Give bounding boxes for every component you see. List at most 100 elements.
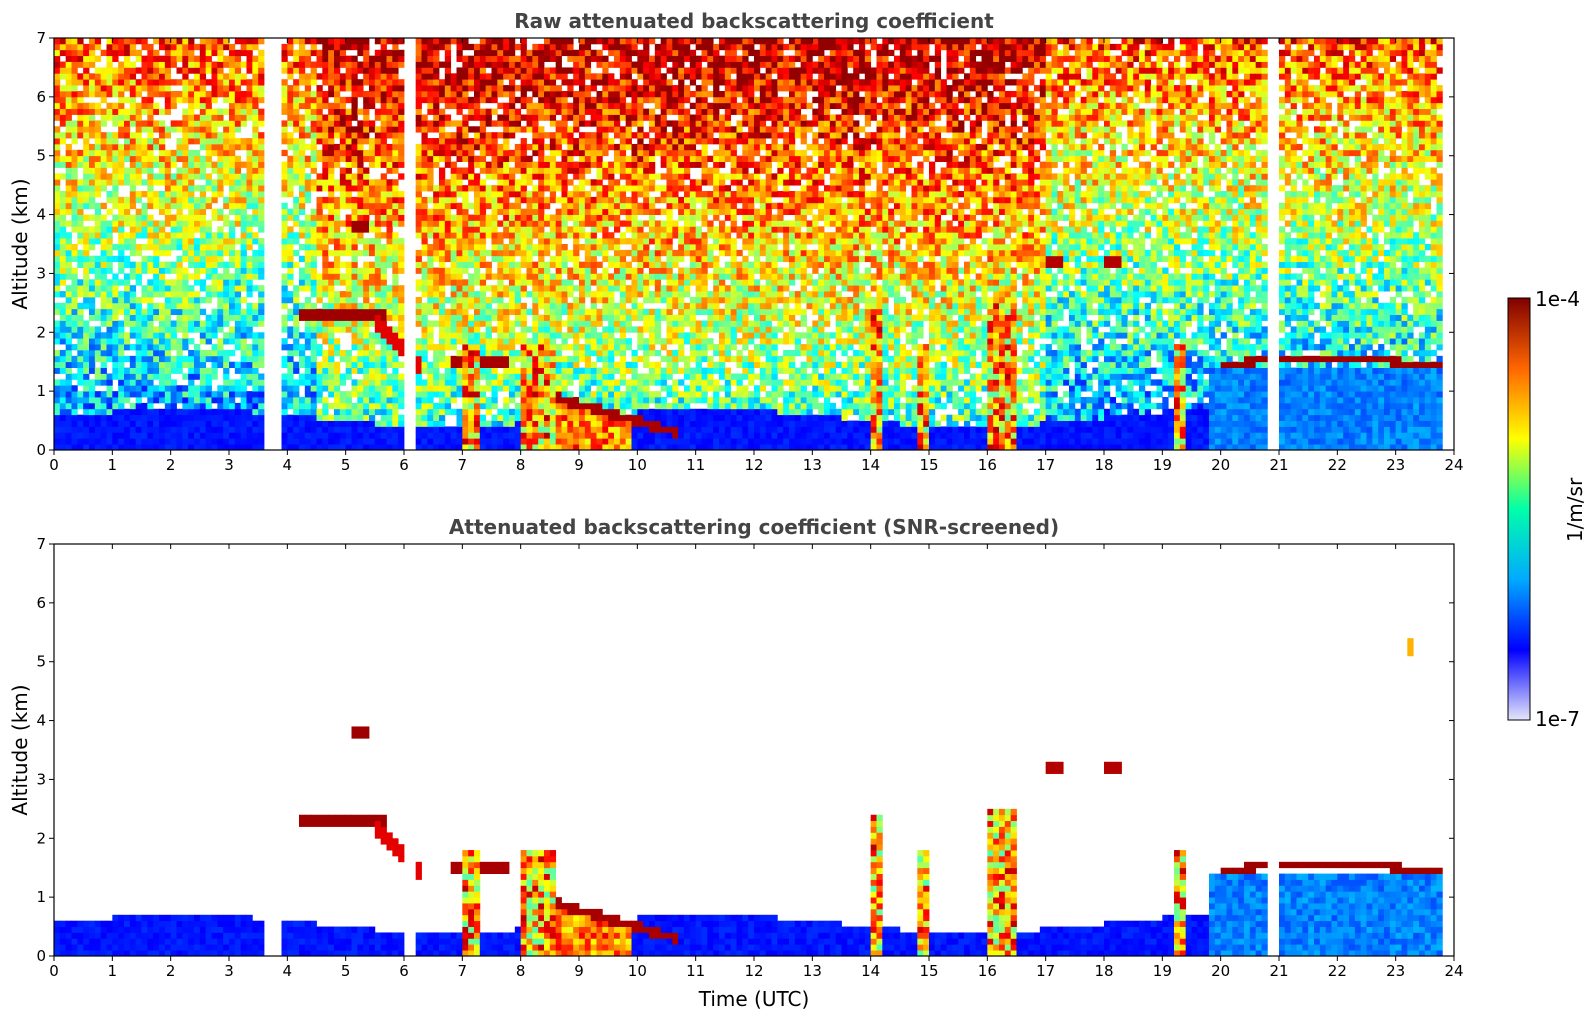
heatmap-cell [345, 73, 352, 80]
heatmap-cell [299, 373, 306, 380]
heatmap-cell [135, 132, 142, 139]
heatmap-cell [287, 114, 294, 121]
heatmap-cell [205, 108, 212, 115]
heatmap-cell [398, 267, 405, 274]
heatmap-cell [153, 414, 160, 421]
heatmap-cell [135, 138, 142, 145]
heatmap-cell [421, 49, 428, 57]
heatmap-cell [380, 302, 387, 310]
heatmap-cell [83, 138, 90, 145]
heatmap-cell [106, 208, 113, 215]
heatmap-cell [194, 355, 201, 363]
heatmap-cell [258, 249, 265, 257]
heatmap-cell [398, 426, 405, 433]
heatmap-cell [415, 167, 422, 174]
heatmap-cell [509, 249, 516, 257]
heatmap-cell [71, 408, 78, 416]
heatmap-cell [520, 444, 527, 450]
heatmap-cell [439, 385, 446, 392]
heatmap-cell [433, 291, 440, 298]
heatmap-cell [240, 173, 247, 180]
heatmap-cell [357, 397, 364, 404]
heatmap-cell [316, 108, 323, 115]
heatmap-cell [124, 414, 131, 421]
heatmap-cell [59, 426, 67, 433]
heatmap-cell [234, 302, 242, 310]
heatmap-cell [392, 361, 399, 368]
heatmap-cell [479, 420, 487, 427]
heatmap-cell [188, 96, 195, 104]
heatmap-cell [164, 208, 172, 215]
heatmap-cell [182, 432, 189, 439]
heatmap-cell [83, 332, 90, 339]
heatmap-cell [328, 296, 335, 304]
heatmap-cell [100, 373, 107, 380]
heatmap-cell [89, 432, 96, 439]
heatmap-cell [83, 279, 90, 286]
heatmap-cell [89, 279, 96, 286]
heatmap-cell [258, 267, 265, 274]
heatmap-cell [293, 361, 300, 368]
heatmap-cell [514, 291, 522, 298]
heatmap-cell [83, 108, 90, 115]
heatmap-cell [339, 314, 347, 321]
heatmap-cell [380, 326, 387, 333]
heatmap-cell [328, 344, 335, 351]
heatmap-cell [164, 185, 172, 192]
heatmap-cell [427, 120, 434, 127]
heatmap-cell [421, 90, 428, 98]
heatmap-cell [229, 132, 236, 139]
heatmap-cell [491, 202, 498, 210]
heatmap-cell [444, 114, 452, 121]
heatmap-cell [135, 249, 142, 257]
heatmap-cell [287, 49, 294, 57]
heatmap-cell [246, 143, 253, 151]
heatmap-cell [299, 444, 306, 450]
heatmap-cell [71, 138, 78, 145]
heatmap-cell [363, 238, 370, 245]
heatmap-cell [526, 67, 533, 74]
heatmap-cell [159, 367, 166, 374]
heatmap-cell [100, 73, 107, 80]
heatmap-cell [520, 432, 527, 439]
heatmap-cell [287, 261, 294, 268]
heatmap-cell [363, 338, 370, 345]
heatmap-cell [474, 161, 481, 168]
heatmap-cell [316, 414, 323, 421]
heatmap-cell [514, 261, 522, 268]
heatmap-cell [520, 179, 527, 186]
heatmap-cell [83, 226, 90, 233]
heatmap-cell [456, 326, 463, 333]
heatmap-cell [479, 344, 487, 351]
heatmap-cell [124, 49, 131, 57]
heatmap-cell [205, 173, 212, 180]
heatmap-cell [217, 226, 224, 233]
heatmap-cell [433, 79, 440, 86]
heatmap-cell [59, 43, 67, 51]
heatmap-cell [421, 185, 428, 192]
heatmap-cell [310, 132, 317, 139]
heatmap-cell [281, 314, 288, 321]
heatmap-cell [549, 138, 557, 145]
heatmap-cell [129, 167, 137, 174]
heatmap-cell [141, 391, 148, 398]
heatmap-cell [141, 367, 148, 374]
heatmap-cell [456, 143, 463, 151]
heatmap-cell [374, 332, 382, 339]
heatmap-cell [369, 408, 376, 416]
heatmap-cell [304, 90, 312, 98]
heatmap-cell [357, 279, 364, 286]
heatmap-cell [100, 96, 107, 104]
heatmap-cell [538, 173, 545, 180]
heatmap-cell [65, 408, 72, 416]
heatmap-cell [293, 38, 300, 45]
heatmap-cell [252, 96, 259, 104]
heatmap-cell [345, 414, 352, 421]
heatmap-cell [334, 185, 341, 192]
heatmap-cell [369, 373, 376, 380]
heatmap-cell [223, 379, 230, 386]
heatmap-cell [159, 67, 166, 74]
heatmap-cell [351, 344, 358, 351]
heatmap-cell [176, 285, 183, 292]
heatmap-cell [141, 438, 148, 445]
